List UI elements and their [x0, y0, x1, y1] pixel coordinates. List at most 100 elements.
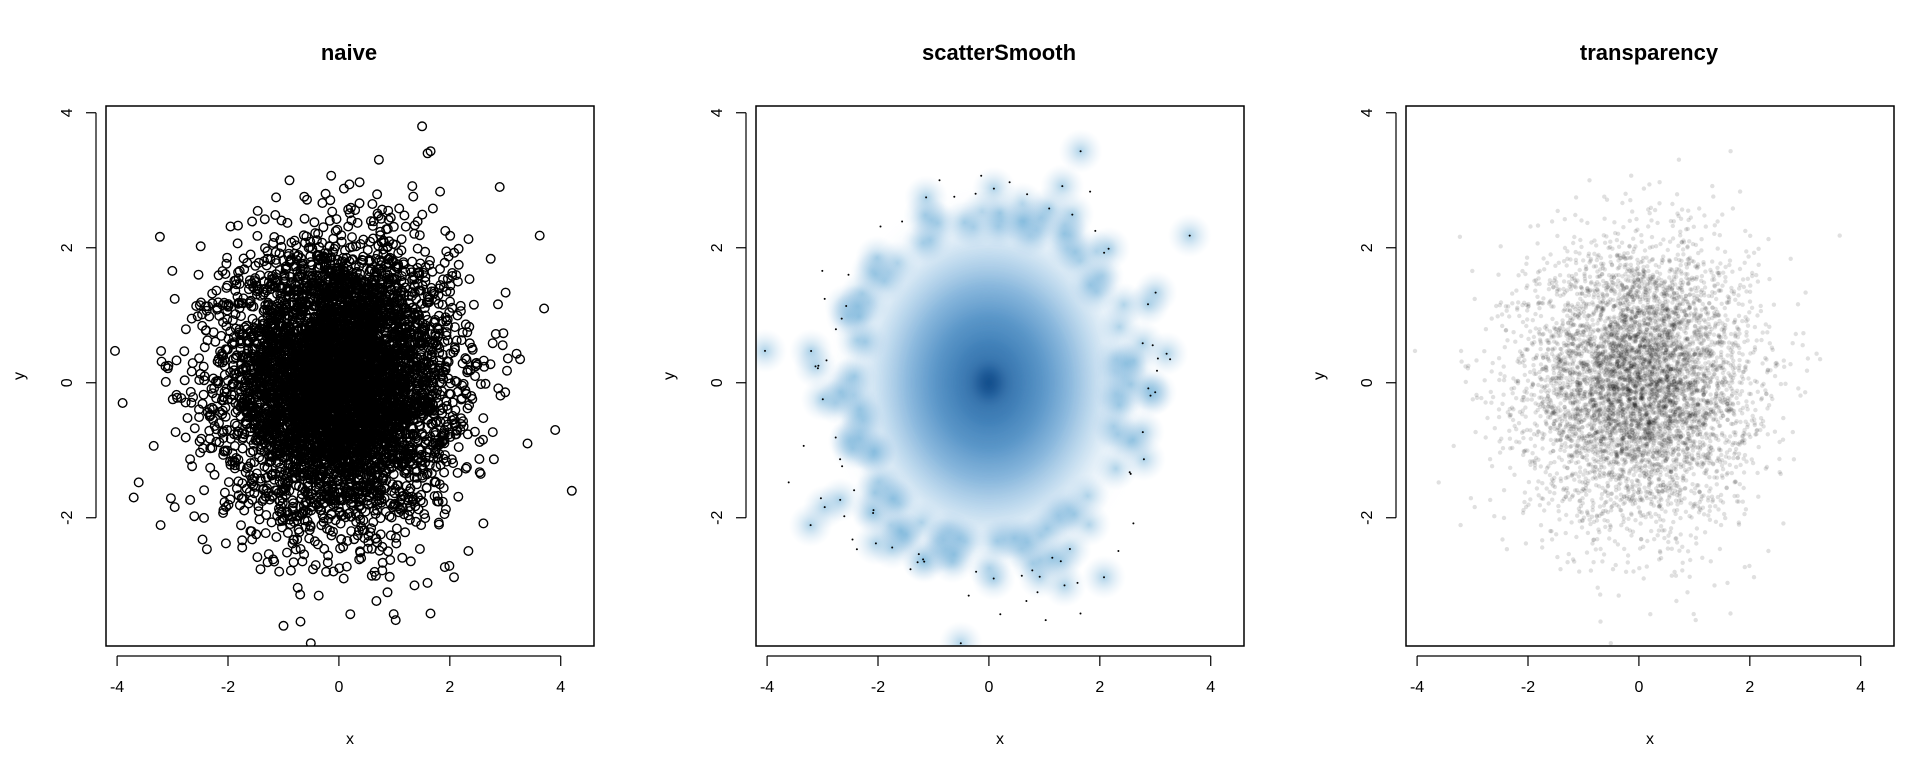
data-point [352, 217, 363, 228]
data-point [171, 355, 182, 366]
data-point [352, 530, 363, 541]
data-point [435, 186, 446, 197]
data-point [260, 528, 271, 539]
data-point [167, 265, 178, 276]
data-point [502, 353, 513, 364]
data-point [187, 461, 198, 472]
data-point [218, 433, 229, 444]
data-point [331, 214, 342, 225]
plot-area [109, 121, 577, 646]
data-point [365, 216, 376, 227]
data-point [201, 544, 212, 555]
data-point [255, 564, 266, 575]
data-point [318, 222, 329, 233]
data-point [405, 556, 416, 567]
data-point [322, 557, 333, 568]
data-point [384, 511, 395, 522]
data-point [427, 203, 438, 214]
data-point [302, 194, 313, 205]
data-point [502, 365, 513, 376]
data-point [195, 241, 206, 252]
data-point [205, 409, 216, 420]
data-point [354, 177, 365, 188]
data-point [391, 261, 402, 272]
data-point [222, 424, 233, 435]
data-point [372, 189, 383, 200]
data-point [432, 490, 443, 501]
data-point [303, 242, 314, 253]
data-point [109, 345, 120, 356]
data-point [305, 638, 316, 646]
data-point [338, 573, 349, 584]
data-point [385, 212, 396, 223]
data-point [154, 231, 165, 242]
data-point [194, 353, 205, 364]
data-point [468, 299, 479, 310]
data-point [409, 228, 420, 239]
data-point [384, 571, 395, 582]
data-point [393, 259, 404, 270]
data-point [198, 389, 209, 400]
data-point [487, 338, 498, 349]
data-point [225, 221, 236, 232]
data-point [180, 432, 191, 443]
data-point [295, 264, 306, 275]
data-point [396, 271, 407, 282]
data-point [383, 205, 394, 216]
data-point [207, 388, 218, 399]
data-point [308, 272, 319, 283]
data-point [385, 530, 396, 541]
data-point [320, 188, 331, 199]
data-point [470, 371, 481, 382]
data-point [286, 237, 297, 248]
data-point [386, 512, 397, 523]
data-point [429, 491, 440, 502]
data-point [373, 154, 384, 165]
data-point [180, 324, 191, 335]
data-point [185, 494, 196, 505]
data-point [258, 483, 269, 494]
data-point [229, 441, 240, 452]
data-point [187, 358, 198, 369]
data-point [438, 373, 449, 384]
data-point [449, 414, 460, 425]
data-point [282, 217, 293, 228]
data-point [425, 146, 436, 157]
data-point [234, 279, 245, 290]
data-point [447, 268, 458, 279]
points-layer [109, 121, 577, 646]
data-point [408, 191, 419, 202]
data-point [309, 536, 320, 547]
data-point [445, 286, 456, 297]
data-point [354, 198, 365, 209]
data-point [336, 534, 347, 545]
data-point [354, 554, 365, 565]
data-point [500, 287, 511, 298]
data-point [478, 518, 489, 529]
data-point [269, 231, 280, 242]
data-point [202, 407, 213, 418]
data-point [434, 283, 445, 294]
data-point [292, 266, 303, 277]
data-point [252, 230, 263, 241]
data-point [456, 419, 467, 430]
data-point [305, 520, 316, 531]
data-point [420, 246, 431, 257]
data-point [425, 345, 436, 356]
data-point [156, 346, 167, 357]
data-point [391, 523, 402, 534]
data-point [493, 299, 504, 310]
data-point [515, 354, 526, 365]
data-point [414, 230, 425, 241]
data-point [449, 572, 460, 583]
data-point [169, 293, 180, 304]
data-point [355, 547, 366, 558]
data-point [478, 413, 489, 424]
data-point [474, 467, 485, 478]
data-point [534, 230, 545, 241]
data-point [356, 553, 367, 564]
data-point [254, 514, 265, 525]
data-point [460, 353, 471, 364]
data-point [185, 454, 196, 465]
data-point [284, 175, 295, 186]
